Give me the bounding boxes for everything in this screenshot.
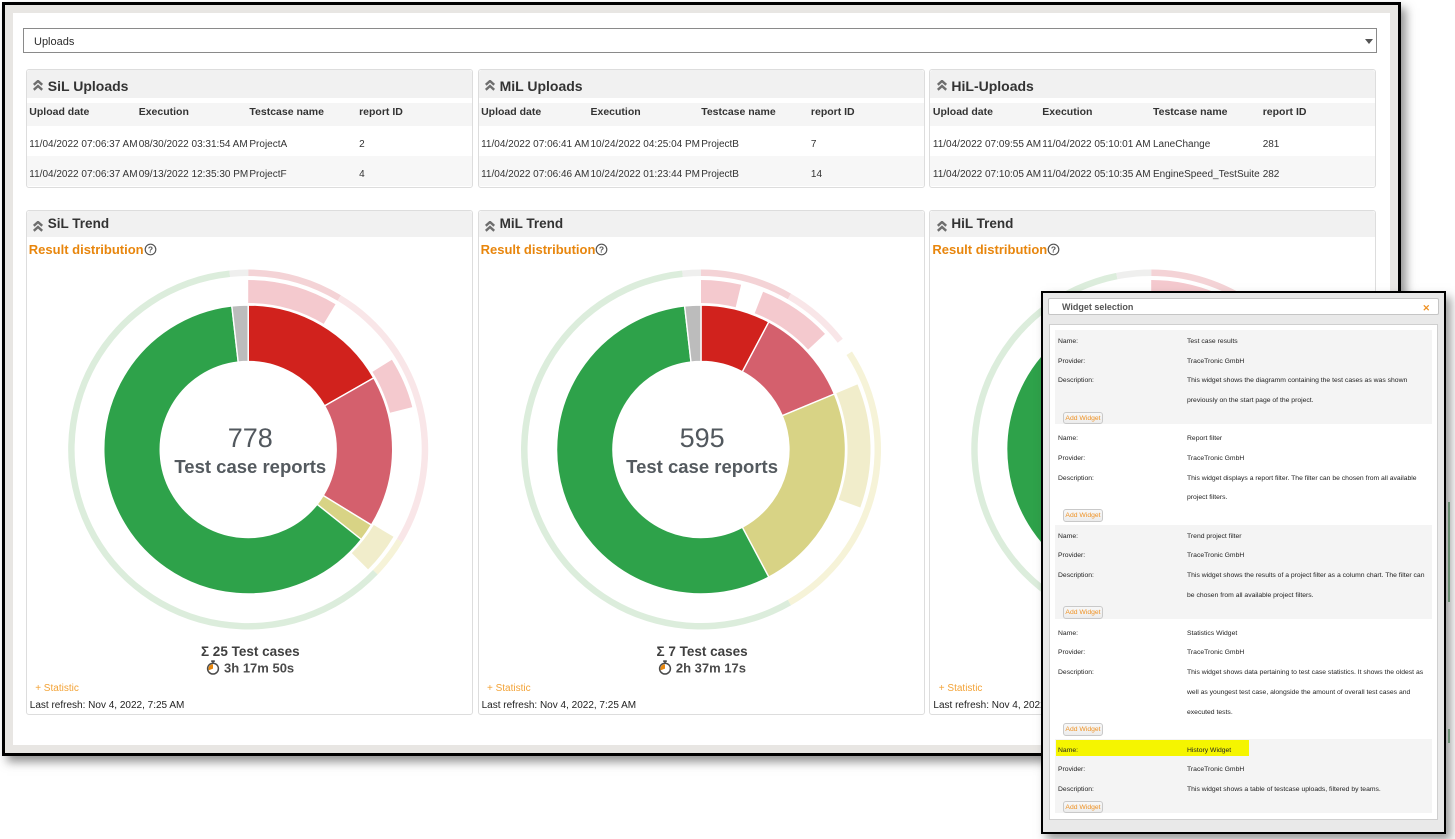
svg-text:?: ? bbox=[1051, 244, 1056, 254]
svg-text:?: ? bbox=[148, 244, 153, 254]
svg-text:?: ? bbox=[599, 244, 604, 254]
